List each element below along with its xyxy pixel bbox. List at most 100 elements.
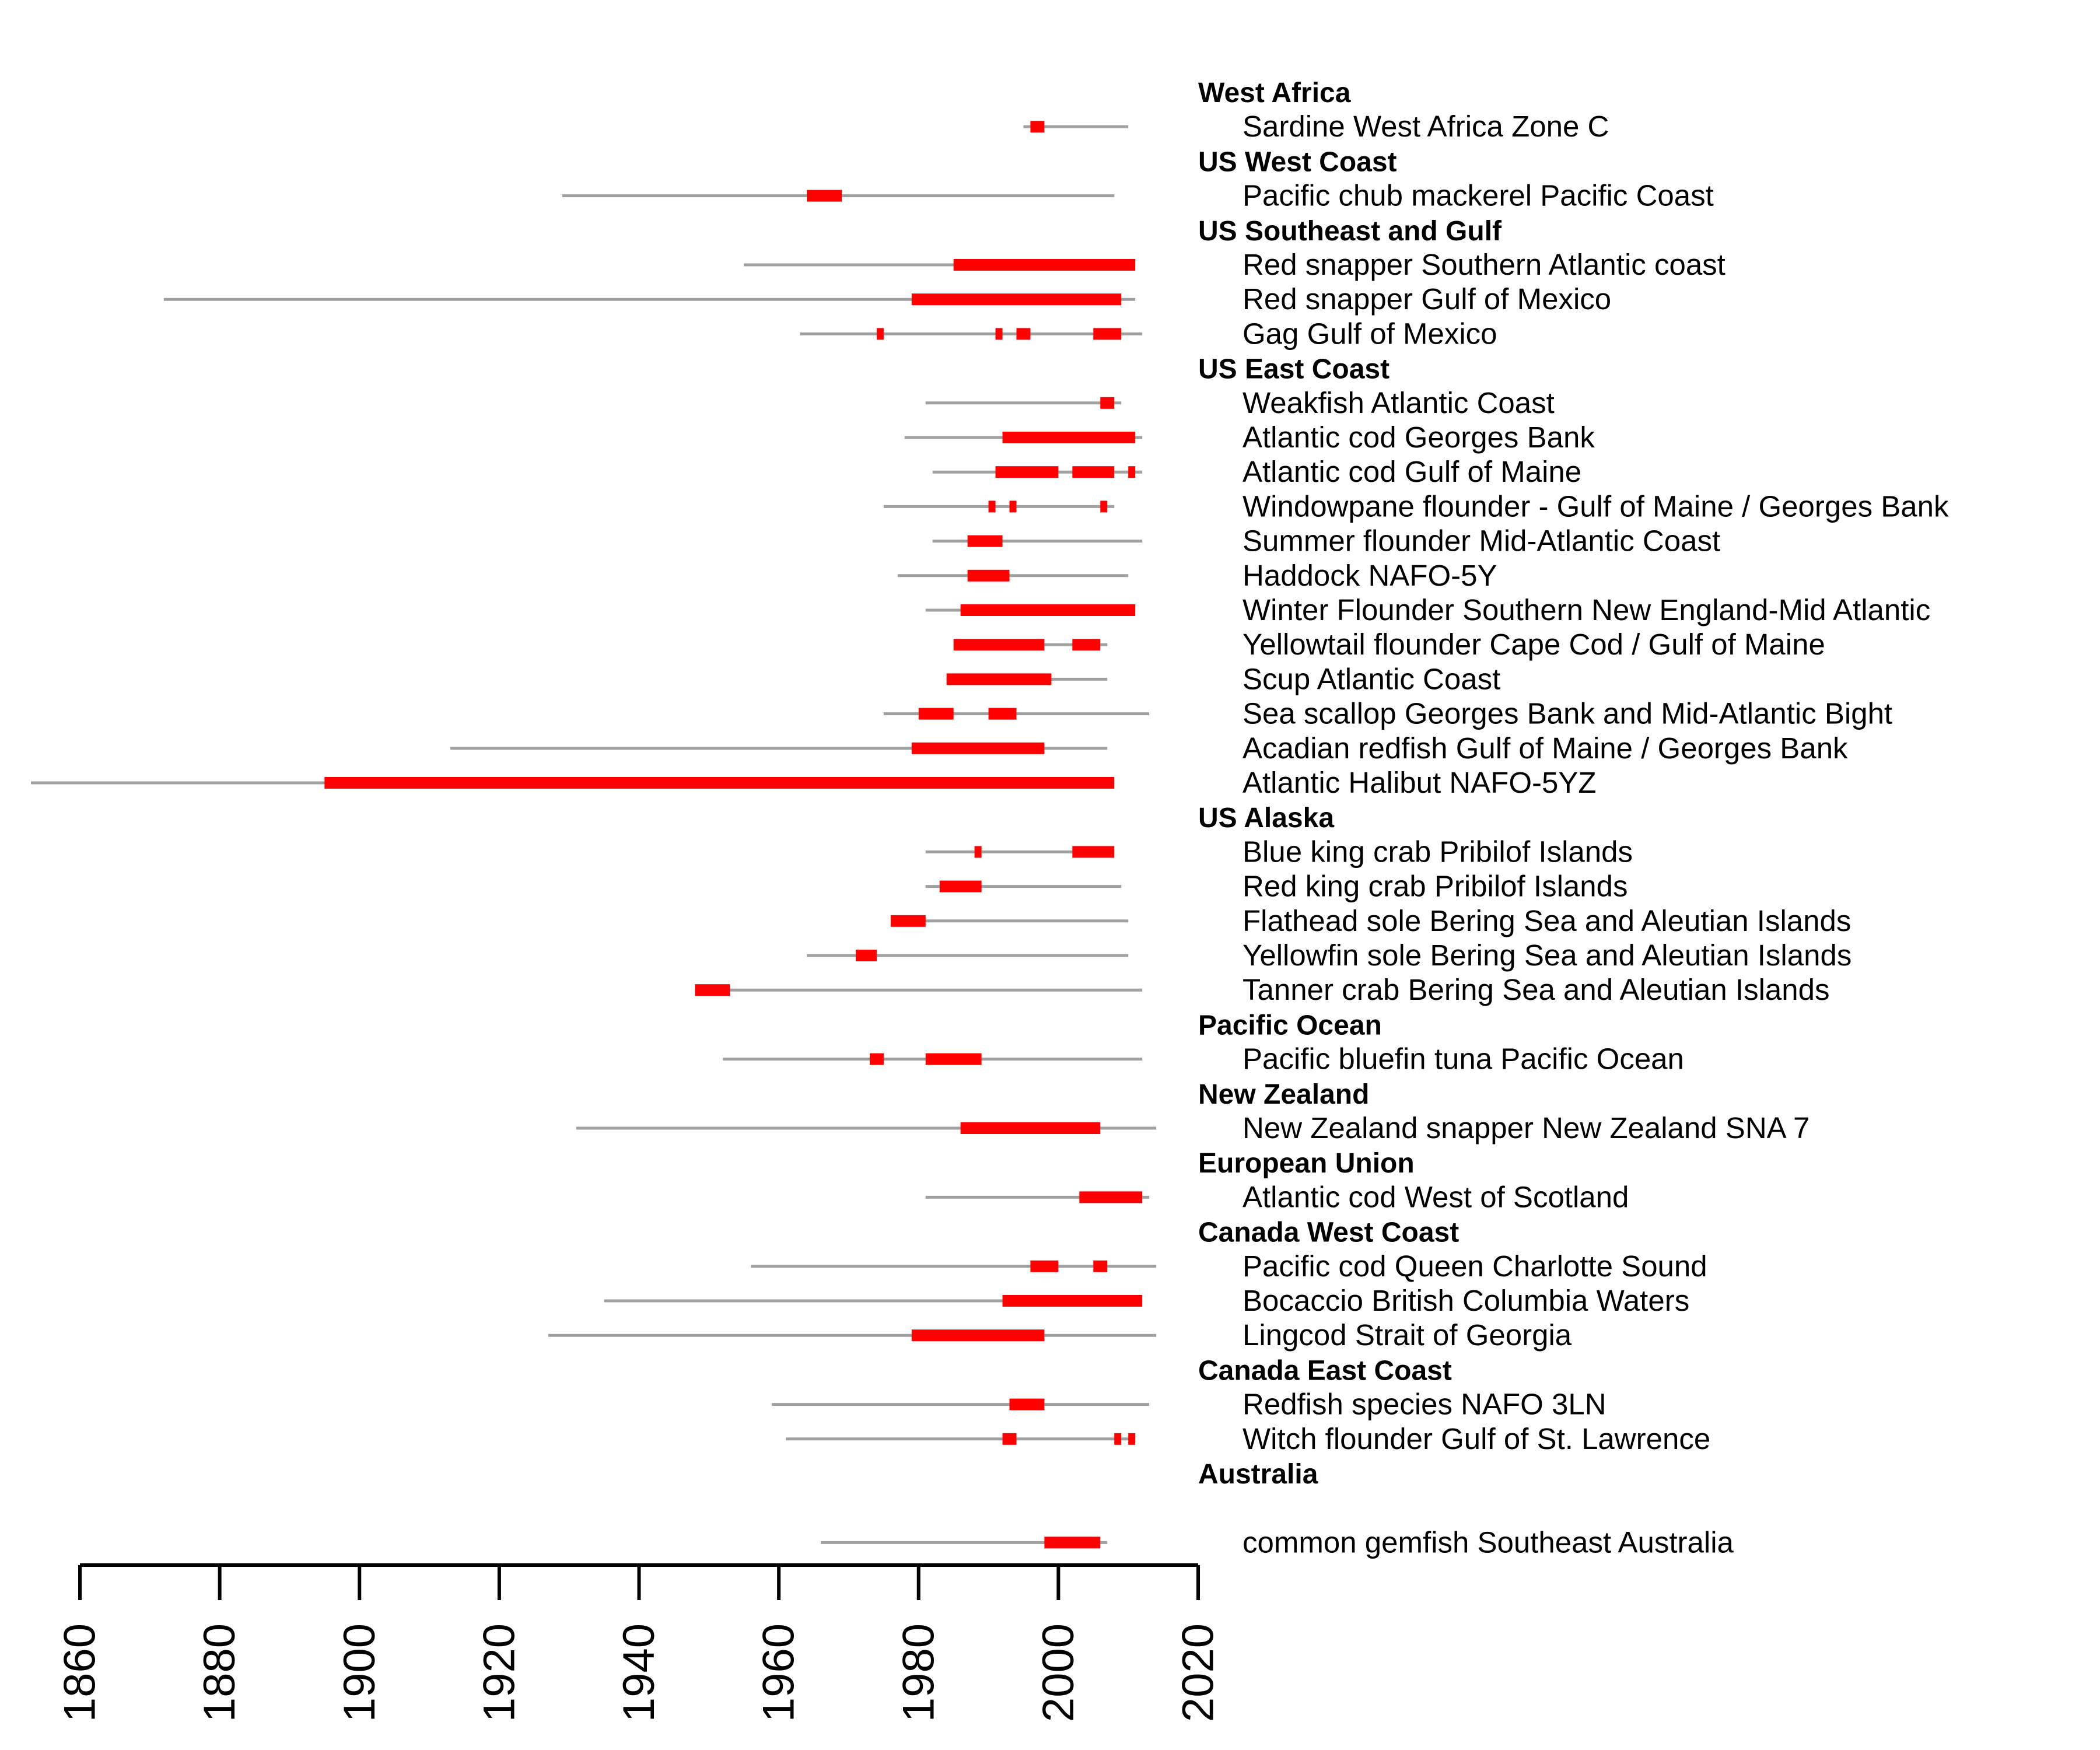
stock-label: Yellowtail flounder Cape Cod / Gulf of M… bbox=[1242, 628, 1825, 661]
stock-row: Atlantic cod Gulf of Maine bbox=[932, 455, 1581, 488]
group-label: US Southeast and Gulf bbox=[1198, 216, 1502, 247]
highlight-period-bar bbox=[939, 880, 982, 892]
group-label: Pacific Ocean bbox=[1198, 1010, 1382, 1041]
highlight-period-bar bbox=[807, 190, 842, 202]
highlight-period-bar bbox=[988, 708, 1017, 720]
stock-label: Redfish species NAFO 3LN bbox=[1242, 1388, 1606, 1421]
stock-label: Atlantic cod Georges Bank bbox=[1242, 421, 1595, 454]
group-label: US East Coast bbox=[1198, 354, 1390, 385]
stock-row: Sardine West Africa Zone C bbox=[1023, 110, 1609, 143]
stock-label: Haddock NAFO-5Y bbox=[1242, 559, 1497, 592]
highlight-period-bar bbox=[1100, 501, 1108, 513]
stock-row: Summer flounder Mid-Atlantic Coast bbox=[932, 524, 1720, 558]
highlight-period-bar bbox=[960, 1122, 1101, 1134]
stock-label: Witch flounder Gulf of St. Lawrence bbox=[1242, 1422, 1710, 1455]
highlight-period-bar bbox=[918, 708, 954, 720]
stock-row: Lingcod Strait of Georgia bbox=[548, 1318, 1572, 1352]
stock-label: Lingcod Strait of Georgia bbox=[1242, 1318, 1572, 1352]
stock-label: Atlantic cod West of Scotland bbox=[1242, 1180, 1629, 1213]
stock-label: Flathead sole Bering Sea and Aleutian Is… bbox=[1242, 904, 1851, 937]
stock-label: Red snapper Gulf of Mexico bbox=[1242, 282, 1611, 316]
highlight-period-bar bbox=[995, 466, 1059, 478]
highlight-period-bar bbox=[876, 328, 884, 340]
highlight-period-bar bbox=[1009, 501, 1017, 513]
stock-row: Yellowtail flounder Cape Cod / Gulf of M… bbox=[953, 628, 1825, 661]
highlight-period-bar bbox=[995, 328, 1003, 340]
group-label: European Union bbox=[1198, 1148, 1415, 1179]
highlight-period-bar bbox=[1100, 397, 1115, 409]
stock-row: Redfish species NAFO 3LN bbox=[772, 1388, 1606, 1421]
highlight-period-bar bbox=[1114, 1433, 1122, 1445]
x-tick-label: 1960 bbox=[754, 1623, 804, 1722]
highlight-period-bar bbox=[925, 1053, 982, 1065]
stock-label: Bocaccio British Columbia Waters bbox=[1242, 1284, 1689, 1317]
highlight-period-bar bbox=[869, 1053, 884, 1065]
highlight-period-bar bbox=[953, 259, 1136, 271]
stock-label: Blue king crab Pribilof Islands bbox=[1242, 835, 1633, 868]
stock-label: Sea scallop Georges Bank and Mid-Atlanti… bbox=[1242, 697, 1892, 730]
stock-row: Atlantic Halibut NAFO-5YZ bbox=[31, 766, 1597, 799]
x-tick-label: 1940 bbox=[614, 1623, 664, 1722]
highlight-period-bar bbox=[1009, 1398, 1045, 1410]
highlight-period-bar bbox=[960, 604, 1136, 616]
stock-row: Bocaccio British Columbia Waters bbox=[604, 1284, 1689, 1317]
stock-label: Pacific cod Queen Charlotte Sound bbox=[1242, 1250, 1707, 1283]
x-tick-label: 1900 bbox=[335, 1623, 384, 1722]
highlight-period-bar bbox=[911, 293, 1122, 306]
highlight-period-bar bbox=[974, 846, 982, 858]
stock-row: Yellowfin sole Bering Sea and Aleutian I… bbox=[807, 939, 1852, 972]
stock-row: New Zealand snapper New Zealand SNA 7 bbox=[576, 1111, 1810, 1144]
highlight-period-bar bbox=[1128, 1433, 1136, 1445]
stock-row: Sea scallop Georges Bank and Mid-Atlanti… bbox=[883, 697, 1892, 730]
stock-label: Summer flounder Mid-Atlantic Coast bbox=[1242, 524, 1720, 558]
highlight-period-bar bbox=[1002, 1295, 1143, 1307]
x-tick-label: 1880 bbox=[195, 1623, 244, 1722]
stock-label: Gag Gulf of Mexico bbox=[1242, 317, 1497, 350]
stock-row: Witch flounder Gulf of St. Lawrence bbox=[786, 1422, 1710, 1455]
stock-row: Tanner crab Bering Sea and Aleutian Isla… bbox=[695, 973, 1830, 1006]
group-label: New Zealand bbox=[1198, 1079, 1369, 1110]
stock-row: Blue king crab Pribilof Islands bbox=[925, 835, 1633, 868]
stock-row: Windowpane flounder - Gulf of Maine / Ge… bbox=[883, 489, 1949, 523]
group-label: Canada East Coast bbox=[1198, 1355, 1452, 1386]
highlight-period-bar bbox=[1016, 328, 1031, 340]
highlight-period-bar bbox=[1093, 328, 1122, 340]
highlight-period-bar bbox=[1030, 1260, 1059, 1272]
stock-label: Weakfish Atlantic Coast bbox=[1242, 386, 1555, 419]
highlight-period-bar bbox=[911, 1329, 1045, 1342]
stock-label: Sardine West Africa Zone C bbox=[1242, 110, 1609, 143]
stock-row: Pacific cod Queen Charlotte Sound bbox=[751, 1250, 1707, 1283]
stock-row: Scup Atlantic Coast bbox=[946, 662, 1500, 695]
highlight-period-bar bbox=[967, 569, 1010, 582]
x-tick-label: 2020 bbox=[1174, 1623, 1223, 1722]
highlight-period-bar bbox=[953, 639, 1045, 651]
stock-row: Haddock NAFO-5Y bbox=[897, 559, 1497, 592]
stock-label: Yellowfin sole Bering Sea and Aleutian I… bbox=[1242, 939, 1852, 972]
highlight-period-bar bbox=[911, 742, 1045, 754]
highlight-period-bar bbox=[1072, 466, 1115, 478]
highlight-period-bar bbox=[1128, 466, 1136, 478]
highlight-period-bar bbox=[1002, 1433, 1017, 1445]
stock-label: common gemfish Southeast Australia bbox=[1242, 1525, 1734, 1559]
stock-row: Red snapper Gulf of Mexico bbox=[163, 282, 1611, 316]
highlight-period-bar bbox=[1002, 432, 1136, 443]
stock-row: Pacific chub mackerel Pacific Coast bbox=[562, 179, 1714, 212]
x-tick-label: 1860 bbox=[55, 1623, 105, 1722]
stock-label: New Zealand snapper New Zealand SNA 7 bbox=[1242, 1111, 1810, 1144]
stock-label: Winter Flounder Southern New England-Mid… bbox=[1242, 593, 1930, 626]
highlight-period-bar bbox=[1072, 639, 1101, 651]
highlight-period-bar bbox=[890, 915, 926, 927]
stock-row: Flathead sole Bering Sea and Aleutian Is… bbox=[890, 904, 1851, 937]
highlight-period-bar bbox=[695, 984, 730, 996]
stock-label: Windowpane flounder - Gulf of Maine / Ge… bbox=[1242, 489, 1949, 523]
stock-label: Atlantic Halibut NAFO-5YZ bbox=[1242, 766, 1597, 799]
stock-row: Acadian redfish Gulf of Maine / Georges … bbox=[450, 732, 1848, 765]
stock-label: Red snapper Southern Atlantic coast bbox=[1242, 248, 1726, 281]
highlight-period-bar bbox=[1093, 1260, 1108, 1272]
stock-row: Weakfish Atlantic Coast bbox=[925, 386, 1555, 419]
stock-row: Red king crab Pribilof Islands bbox=[925, 870, 1628, 903]
stock-row: Pacific bluefin tuna Pacific Ocean bbox=[723, 1042, 1684, 1076]
highlight-period-bar bbox=[988, 501, 996, 513]
